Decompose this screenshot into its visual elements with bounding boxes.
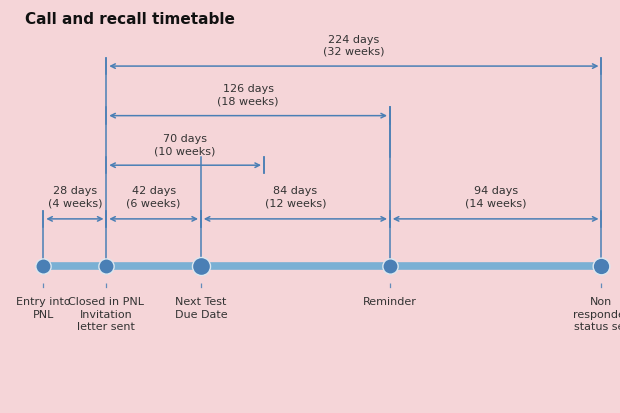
Text: Call and recall timetable: Call and recall timetable [25,12,235,27]
Text: Closed in PNL
Invitation
letter sent: Closed in PNL Invitation letter sent [68,297,144,332]
Text: Next Test
Due Date: Next Test Due Date [175,297,227,320]
Text: 84 days
(12 weeks): 84 days (12 weeks) [265,186,326,209]
Text: 94 days
(14 weeks): 94 days (14 weeks) [465,186,526,209]
Text: 70 days
(10 weeks): 70 days (10 weeks) [154,134,216,156]
Text: 224 days
(32 weeks): 224 days (32 weeks) [323,35,384,57]
Text: Reminder: Reminder [363,297,417,307]
Text: Non
responder
status set: Non responder status set [573,297,620,332]
Text: 42 days
(6 weeks): 42 days (6 weeks) [126,186,181,209]
Text: 28 days
(4 weeks): 28 days (4 weeks) [48,186,102,209]
Text: 126 days
(18 weeks): 126 days (18 weeks) [218,84,279,107]
Text: Entry into
PNL: Entry into PNL [16,297,71,320]
